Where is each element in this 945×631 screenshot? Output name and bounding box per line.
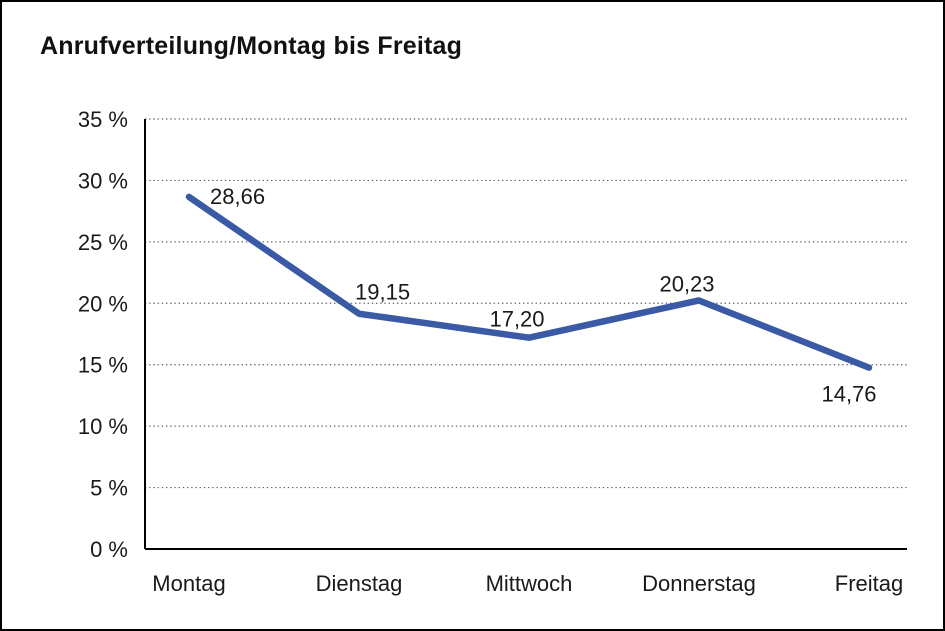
data-point-label: 14,76 [821, 382, 876, 407]
y-tick-label: 35 % [78, 107, 128, 132]
x-tick-label: Dienstag [316, 571, 403, 596]
data-point-label: 17,20 [489, 307, 544, 332]
y-tick-label: 10 % [78, 414, 128, 439]
y-tick-label: 30 % [78, 168, 128, 193]
data-point-label: 19,15 [355, 280, 410, 305]
chart-title: Anrufverteilung/Montag bis Freitag [40, 32, 463, 60]
y-tick-label: 15 % [78, 353, 128, 378]
data-line [185, 193, 873, 371]
x-tick-label: Freitag [835, 571, 903, 596]
x-tick-label: Montag [152, 571, 225, 596]
data-point-label: 20,23 [659, 271, 714, 296]
data-point-label: 28,66 [210, 184, 265, 209]
y-tick-label: 25 % [78, 230, 128, 255]
y-tick-label: 0 % [90, 537, 128, 562]
y-tick-label: 5 % [90, 476, 128, 501]
y-tick-label: 20 % [78, 291, 128, 316]
x-tick-label: Mittwoch [486, 571, 573, 596]
x-tick-label: Donnerstag [642, 571, 756, 596]
